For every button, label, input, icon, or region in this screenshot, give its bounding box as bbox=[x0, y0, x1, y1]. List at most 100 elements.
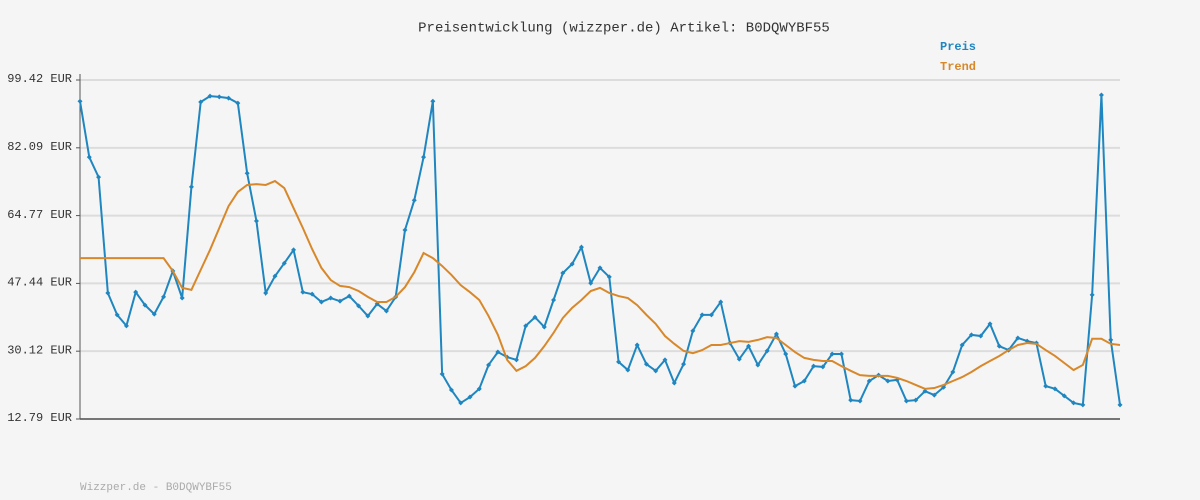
marker bbox=[643, 361, 649, 367]
marker bbox=[569, 261, 575, 267]
marker bbox=[634, 342, 640, 348]
y-tick-label: 82.09 EUR bbox=[7, 140, 72, 154]
marker bbox=[151, 311, 157, 317]
marker bbox=[105, 290, 111, 296]
marker bbox=[903, 398, 909, 404]
marker bbox=[606, 274, 612, 280]
marker bbox=[625, 367, 631, 373]
marker bbox=[913, 397, 919, 403]
marker bbox=[365, 313, 371, 319]
marker bbox=[1015, 335, 1021, 341]
marker bbox=[291, 247, 297, 253]
marker bbox=[885, 378, 891, 384]
marker bbox=[820, 364, 826, 370]
marker bbox=[114, 312, 120, 318]
legend-entry: Preis bbox=[940, 40, 976, 54]
y-tick-label: 99.42 EUR bbox=[7, 72, 72, 86]
marker bbox=[161, 294, 167, 300]
marker bbox=[987, 321, 993, 327]
y-tick-label: 64.77 EUR bbox=[7, 208, 72, 222]
marker bbox=[736, 356, 742, 362]
marker bbox=[551, 297, 557, 303]
marker bbox=[857, 398, 863, 404]
marker bbox=[532, 314, 538, 320]
marker bbox=[755, 362, 761, 368]
marker bbox=[588, 280, 594, 286]
marker bbox=[922, 388, 928, 394]
marker bbox=[616, 359, 622, 365]
marker bbox=[188, 184, 194, 190]
marker bbox=[226, 95, 232, 101]
marker bbox=[486, 362, 492, 368]
marker bbox=[1108, 337, 1114, 343]
marker bbox=[523, 323, 529, 329]
marker bbox=[959, 342, 965, 348]
marker bbox=[244, 170, 250, 176]
marker bbox=[773, 331, 779, 337]
marker bbox=[513, 357, 519, 363]
marker bbox=[198, 99, 204, 105]
marker bbox=[792, 383, 798, 389]
marker bbox=[216, 94, 222, 100]
marker bbox=[123, 323, 129, 329]
marker bbox=[746, 343, 752, 349]
marker bbox=[578, 244, 584, 250]
marker bbox=[931, 392, 937, 398]
marker bbox=[866, 378, 872, 384]
marker bbox=[411, 197, 417, 203]
marker bbox=[430, 98, 436, 104]
marker bbox=[346, 293, 352, 299]
legend-entry: Trend bbox=[940, 60, 976, 74]
marker bbox=[263, 290, 269, 296]
marker bbox=[662, 357, 668, 363]
marker bbox=[801, 378, 807, 384]
marker bbox=[402, 227, 408, 233]
marker bbox=[597, 265, 603, 271]
y-tick-label: 12.79 EUR bbox=[7, 411, 72, 425]
marker bbox=[783, 351, 789, 357]
marker bbox=[1098, 92, 1104, 98]
marker bbox=[476, 386, 482, 392]
marker bbox=[690, 328, 696, 334]
marker bbox=[653, 368, 659, 374]
marker bbox=[978, 333, 984, 339]
marker bbox=[458, 400, 464, 406]
marker bbox=[467, 394, 473, 400]
marker bbox=[86, 154, 92, 160]
marker bbox=[142, 302, 148, 308]
line-1 bbox=[80, 179, 1121, 390]
marker bbox=[1061, 393, 1067, 399]
marker bbox=[179, 295, 185, 301]
marker bbox=[1117, 402, 1123, 408]
marker bbox=[560, 270, 566, 276]
marker bbox=[281, 260, 287, 266]
marker bbox=[495, 349, 501, 355]
marker bbox=[708, 312, 714, 318]
marker bbox=[968, 332, 974, 338]
marker bbox=[309, 291, 315, 297]
chart-title: Preisentwicklung (wizzper.de) Artikel: B… bbox=[418, 21, 830, 37]
marker bbox=[996, 343, 1002, 349]
marker bbox=[337, 298, 343, 304]
marker bbox=[838, 351, 844, 357]
marker bbox=[235, 100, 241, 106]
marker bbox=[811, 363, 817, 369]
marker bbox=[1052, 386, 1058, 392]
marker bbox=[96, 174, 102, 180]
marker bbox=[448, 387, 454, 393]
marker bbox=[318, 299, 324, 305]
footer: Wizzper.de - B0DQWYBF55 bbox=[80, 482, 232, 494]
marker bbox=[1080, 402, 1086, 408]
marker bbox=[253, 218, 259, 224]
y-tick-label: 47.44 EUR bbox=[7, 276, 72, 290]
marker bbox=[718, 299, 724, 305]
marker bbox=[439, 371, 445, 377]
marker bbox=[77, 98, 83, 104]
marker bbox=[671, 380, 677, 386]
marker bbox=[764, 348, 770, 354]
marker bbox=[328, 295, 334, 301]
marker bbox=[300, 289, 306, 295]
